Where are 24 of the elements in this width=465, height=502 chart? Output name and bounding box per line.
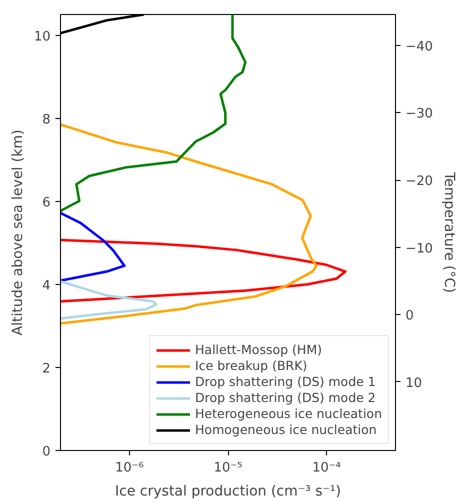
legend-label: Ice breakup (BRK) [195, 358, 308, 373]
y2-tick-label: 10 [406, 376, 422, 391]
legend-label: Drop shattering (DS) mode 1 [195, 374, 376, 389]
y2-tick-label: −40 [406, 39, 433, 54]
legend-label: Heterogeneous ice nucleation [195, 406, 382, 421]
y2-axis-title: Temperature (°C) [440, 171, 457, 293]
y2-tick-label: −30 [406, 106, 433, 122]
y2-tick-label: −10 [406, 241, 433, 256]
x-tick-label: 10⁻⁵ [214, 460, 242, 476]
y2-tick-label: 0 [406, 308, 414, 324]
x-tick-label: 10⁻⁴ [312, 460, 341, 476]
y-axis-title: Altitude above sea level (km) [10, 130, 26, 336]
y-tick-label: 0 [42, 444, 51, 460]
x-tick-label: 10⁻⁶ [115, 460, 144, 476]
y2-tick-label: −20 [406, 174, 433, 190]
y-tick-label: 6 [42, 195, 51, 210]
legend-label: Hallett-Mossop (HM) [195, 342, 322, 357]
legend-label: Drop shattering (DS) mode 2 [195, 390, 376, 405]
y-tick-label: 10 [34, 29, 51, 44]
y-tick-label: 8 [42, 112, 51, 128]
legend-label: Homogeneous ice nucleation [195, 422, 377, 437]
x-axis-title: Ice crystal production (cm⁻³ s⁻¹) [115, 484, 341, 500]
y-tick-label: 4 [42, 278, 51, 294]
y-tick-label: 2 [42, 361, 51, 376]
